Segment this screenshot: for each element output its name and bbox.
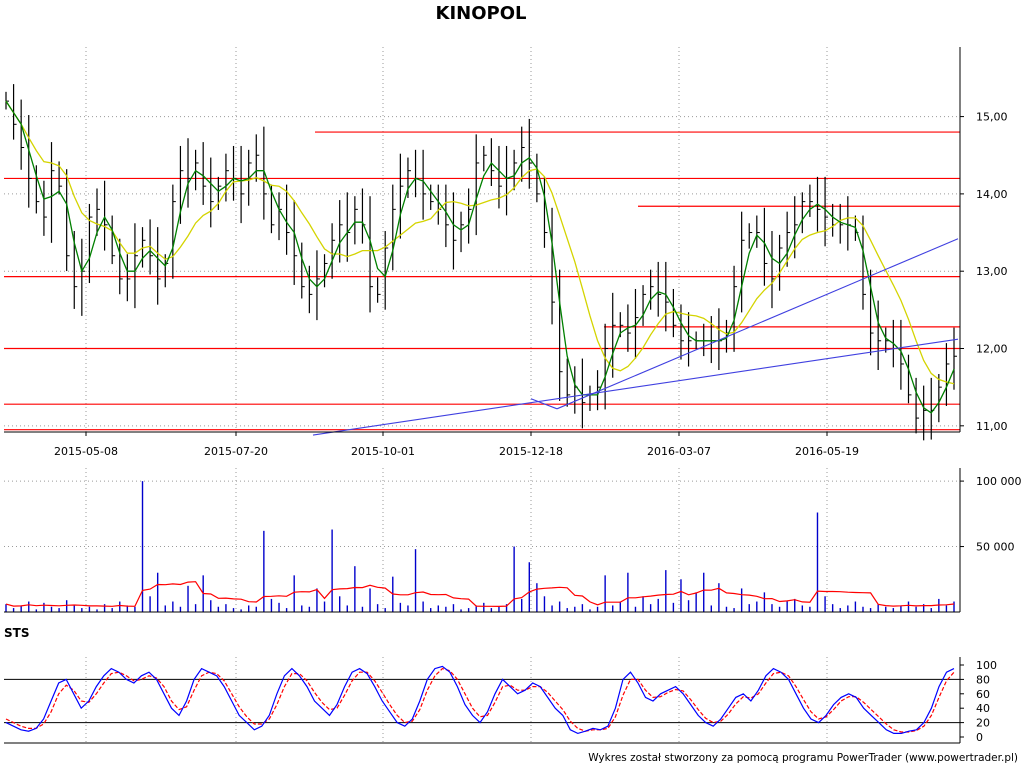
sts-grid [4,657,960,743]
date-tick-label: 2015-12-18 [499,445,563,458]
trendline-join [530,398,558,410]
sts-tick-label: 40 [976,702,990,715]
sts-tick-label: 0 [976,731,983,744]
date-tick-label: 2015-10-01 [351,445,415,458]
trendline [556,238,959,410]
trendline [312,338,959,436]
price-tick-label: 13,00 [976,265,1008,278]
volume-tick-label: 50 000 [976,541,1015,554]
sts-lines [5,665,955,735]
sts-label: STS [4,626,29,640]
sts-k-line [5,665,955,735]
chart-title: KINOPOL [436,3,527,24]
sts-d-line [5,667,955,733]
moving-average-short [5,100,955,414]
volume-tick-label: 100 000 [976,475,1022,488]
footer-credit: Wykres został stworzony za pomocą progra… [588,752,1018,764]
volume-axis: 100 000 50 000 [4,468,1022,613]
ohlc-bars [5,84,957,441]
date-tick-label: 2015-05-08 [54,445,118,458]
price-grid [4,47,958,432]
sts-tick-label: 80 [976,673,990,686]
volume-average-line [5,581,955,608]
date-tick-label: 2015-07-20 [204,445,268,458]
price-tick-label: 14,00 [976,188,1008,201]
moving-averages [5,100,955,414]
volume-panel: 100 000 50 000 [4,468,1022,613]
trendlines [312,238,959,436]
moving-average-long [5,100,955,385]
volume-grid [4,468,958,612]
price-tick-label: 11,00 [976,420,1008,433]
price-tick-label: 12,00 [976,343,1008,356]
price-axis: 15,00 14,00 13,00 12,00 11,00 [959,47,1008,433]
date-tick-label: 2016-03-07 [647,445,711,458]
sts-tick-label: 60 [976,688,990,701]
sts-tick-label: 100 [976,659,997,672]
volume-bars [5,481,955,612]
horizontal-levels [4,131,960,431]
sts-tick-label: 20 [976,717,990,730]
date-axis: 2015-05-08 2015-07-20 2015-10-01 2015-12-18… [4,431,960,458]
date-tick-label: 2016-05-19 [795,445,859,458]
price-tick-label: 15,00 [976,111,1008,124]
volume-average [5,581,955,608]
